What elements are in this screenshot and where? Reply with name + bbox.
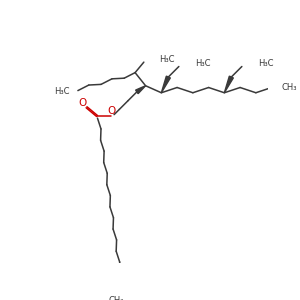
Polygon shape xyxy=(224,76,233,93)
Text: H₃C: H₃C xyxy=(160,55,175,64)
Polygon shape xyxy=(161,76,170,93)
Text: H₃C: H₃C xyxy=(259,59,274,68)
Polygon shape xyxy=(136,86,146,94)
Text: H₃C: H₃C xyxy=(196,59,211,68)
Text: H₃C: H₃C xyxy=(55,87,70,96)
Text: CH₃: CH₃ xyxy=(109,296,124,300)
Text: O: O xyxy=(107,106,116,116)
Text: O: O xyxy=(79,98,87,108)
Text: CH₃: CH₃ xyxy=(281,83,297,92)
